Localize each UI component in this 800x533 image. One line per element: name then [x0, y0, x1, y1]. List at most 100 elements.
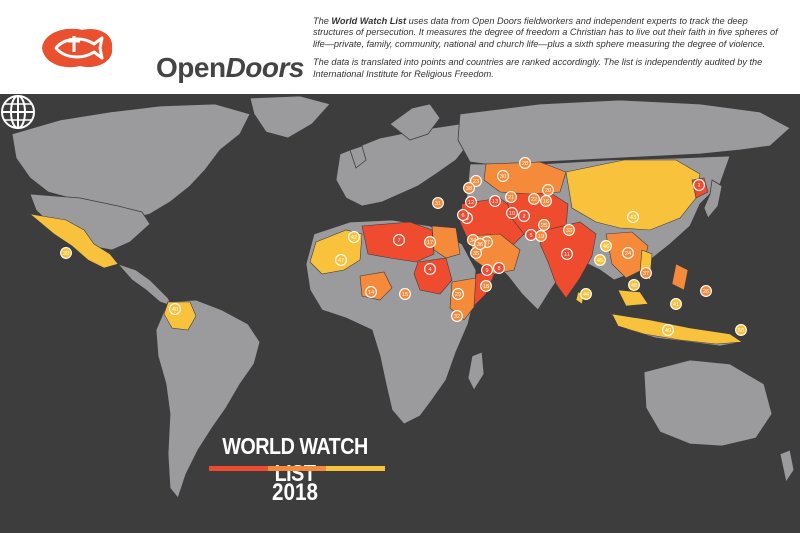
rank-badge-circle — [735, 324, 747, 336]
rank-badge-47[interactable]: 47 — [335, 254, 347, 266]
rank-badge-18[interactable]: 18 — [480, 280, 492, 292]
rank-badge-16[interactable]: 16 — [540, 195, 552, 207]
rank-badge-41[interactable]: 41 — [670, 298, 682, 310]
rank-badge-label: 27 — [484, 240, 490, 246]
rank-badge-circle — [432, 197, 444, 209]
rank-badge-label: 18 — [483, 284, 489, 290]
rank-badge-circle — [528, 193, 540, 205]
rank-badge-39[interactable]: 39 — [60, 247, 72, 259]
rank-badge-label: 45 — [597, 258, 603, 264]
rank-badge-24[interactable]: 24 — [622, 247, 634, 259]
rank-badge-circle — [451, 310, 463, 322]
rank-badge-label: 1 — [697, 183, 700, 189]
severity-bar — [209, 466, 386, 471]
rank-badge-7[interactable]: 7 — [393, 234, 405, 246]
rank-badge-circle — [169, 303, 181, 315]
japan — [703, 179, 723, 219]
rank-badge-29[interactable]: 29 — [452, 288, 464, 300]
country-mexico — [28, 213, 119, 269]
rank-badge-label: 41 — [673, 302, 679, 308]
rank-badge-48[interactable]: 48 — [628, 279, 640, 291]
rank-badge-label: 12 — [468, 200, 474, 206]
rank-badge-circle — [600, 240, 612, 252]
rank-badge-44[interactable]: 44 — [580, 288, 592, 300]
rank-badge-circle — [561, 248, 573, 260]
rank-badge-circle — [594, 254, 606, 266]
rank-badge-30[interactable]: 30 — [497, 170, 509, 182]
rank-badge-label: 29 — [455, 292, 461, 298]
open-doors-logo[interactable]: OpenDoors — [36, 22, 304, 83]
rank-badge-38[interactable]: 38 — [463, 182, 475, 194]
rank-badge-17[interactable]: 17 — [424, 236, 436, 248]
severity-bar-very-high — [267, 466, 327, 471]
rank-badge-circle — [424, 236, 436, 248]
rank-badge-15[interactable]: 15 — [399, 288, 411, 300]
rank-badge-9[interactable]: 9 — [481, 264, 493, 276]
rank-badge-26[interactable]: 26 — [700, 285, 712, 297]
rank-badges: 1234567891011121314151617181920212223242… — [60, 157, 747, 336]
australia — [643, 359, 773, 447]
severity-bar-high — [326, 466, 386, 471]
rank-badge-36[interactable]: 36 — [474, 238, 486, 250]
rank-badge-23[interactable]: 23 — [470, 175, 482, 187]
rank-badge-label: 50 — [738, 328, 744, 334]
rank-badge-circle — [518, 210, 530, 222]
new-zealand — [779, 449, 795, 484]
rank-badge-5[interactable]: 5 — [525, 229, 537, 241]
rank-badge-1[interactable]: 1 — [693, 179, 705, 191]
rank-badge-20[interactable]: 20 — [542, 184, 554, 196]
rank-badge-33[interactable]: 33 — [563, 224, 575, 236]
rank-badge-label: 26 — [703, 289, 709, 295]
rank-badge-label: 16 — [543, 199, 549, 205]
rank-badge-25[interactable]: 25 — [538, 219, 550, 231]
rank-badge-label: 42 — [351, 235, 357, 241]
rank-badge-8[interactable]: 8 — [493, 262, 505, 274]
rank-badge-22[interactable]: 22 — [528, 193, 540, 205]
rank-badge-circle — [693, 179, 705, 191]
rank-badge-13[interactable]: 13 — [489, 195, 501, 207]
rank-badge-21[interactable]: 21 — [505, 191, 517, 203]
rank-badge-2[interactable]: 2 — [518, 210, 530, 222]
rank-badge-49[interactable]: 49 — [662, 324, 674, 336]
rank-badge-11[interactable]: 11 — [561, 248, 573, 260]
rank-badge-label: 43 — [630, 215, 636, 221]
rank-badge-32[interactable]: 32 — [451, 310, 463, 322]
rank-badge-28[interactable]: 28 — [519, 157, 531, 169]
rank-badge-40[interactable]: 40 — [169, 303, 181, 315]
rank-badge-14[interactable]: 14 — [365, 286, 377, 298]
rank-badge-label: 20 — [545, 188, 551, 194]
rank-badge-46[interactable]: 46 — [600, 240, 612, 252]
rank-badge-circle — [365, 286, 377, 298]
rank-badge-label: 11 — [564, 252, 570, 258]
rank-badge-circle — [519, 157, 531, 169]
rank-badge-10[interactable]: 10 — [506, 207, 518, 219]
rank-badge-6[interactable]: 6 — [457, 209, 469, 221]
country-malaysia — [617, 289, 649, 307]
description: The World Watch List uses data from Open… — [313, 16, 785, 87]
rank-badge-label: 17 — [427, 240, 433, 246]
rank-badge-circle — [670, 298, 682, 310]
rank-badge-label: 47 — [338, 258, 344, 264]
rank-badge-31[interactable]: 31 — [432, 197, 444, 209]
rank-badge-19[interactable]: 19 — [535, 230, 547, 242]
list-title: WORLD WATCH LIST — [222, 433, 368, 486]
rank-badge-circle — [542, 184, 554, 196]
globe-icon — [1, 95, 35, 129]
rank-badge-circle — [474, 238, 486, 250]
rank-badge-50[interactable]: 50 — [735, 324, 747, 336]
rank-badge-45[interactable]: 45 — [594, 254, 606, 266]
rank-badge-circle — [700, 285, 712, 297]
rank-badge-12[interactable]: 12 — [465, 196, 477, 208]
rank-badge-label: 37 — [643, 271, 649, 277]
rank-badge-label: 40 — [172, 307, 178, 313]
rank-badge-label: 39 — [63, 251, 69, 257]
rank-badge-label: 8 — [497, 266, 500, 272]
rank-badge-label: 28 — [522, 161, 528, 167]
description-bold: World Watch List — [331, 16, 407, 26]
description-pre: The — [313, 16, 332, 26]
rank-badge-4[interactable]: 4 — [424, 263, 436, 275]
rank-badge-42[interactable]: 42 — [348, 231, 360, 243]
rank-badge-37[interactable]: 37 — [640, 267, 652, 279]
rank-badge-circle — [493, 262, 505, 274]
rank-badge-43[interactable]: 43 — [627, 211, 639, 223]
